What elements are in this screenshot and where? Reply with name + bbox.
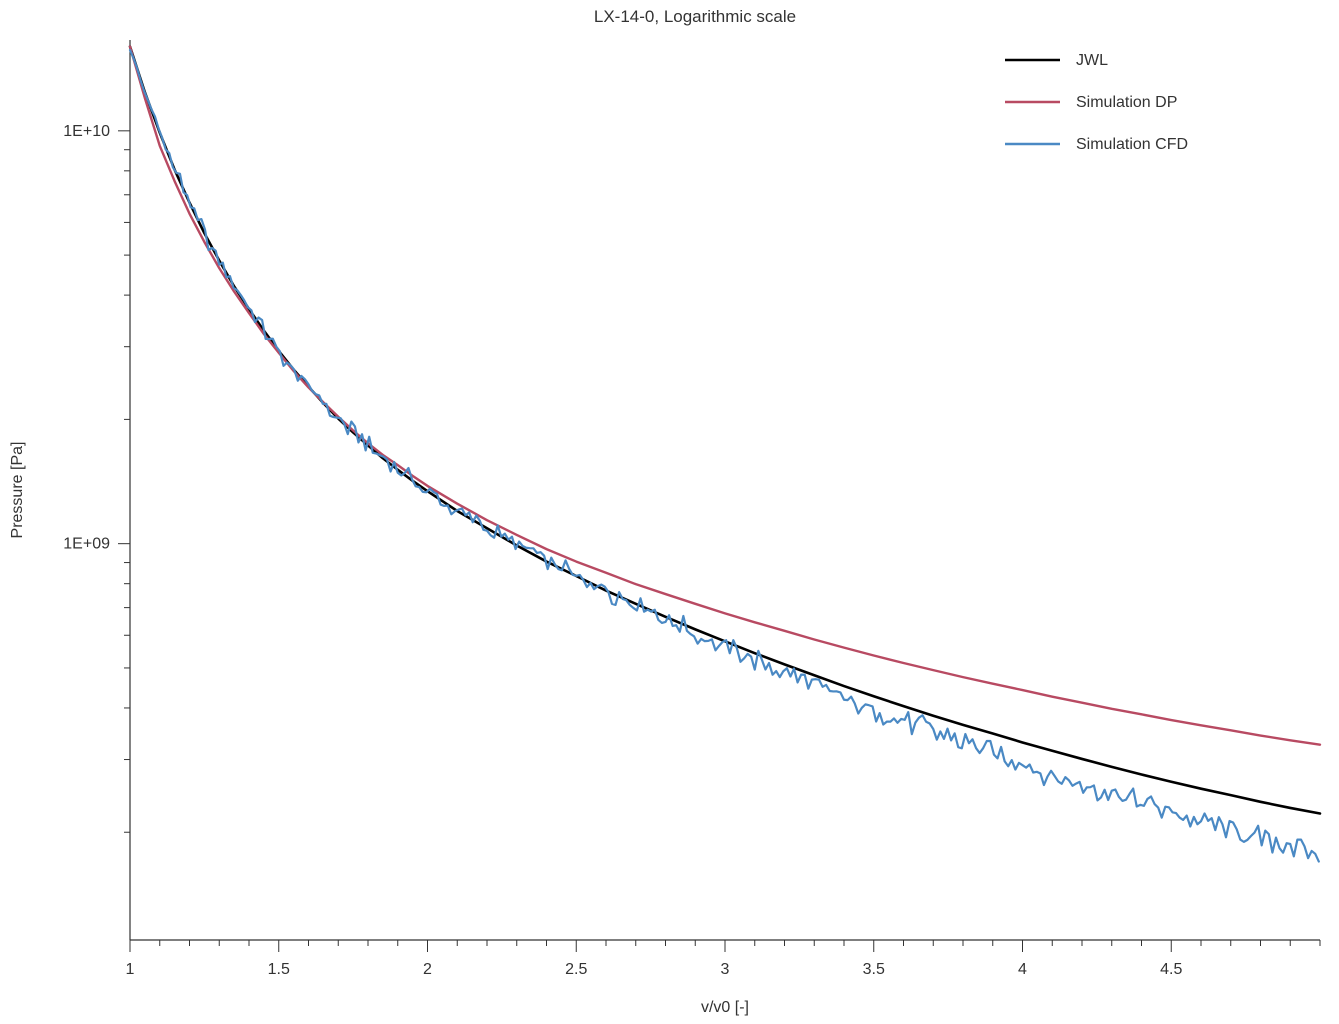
x-tick-label: 3.5 xyxy=(863,961,885,978)
chart-container: LX-14-0, Logarithmic scale Pressure [Pa]… xyxy=(0,0,1339,1024)
y-tick-label: 1E+09 xyxy=(63,536,110,553)
legend-label: Simulation DP xyxy=(1076,94,1177,111)
x-tick-label: 3 xyxy=(721,961,730,978)
x-tick-label: 4 xyxy=(1018,961,1027,978)
chart-title: LX-14-0, Logarithmic scale xyxy=(594,7,796,26)
series-group xyxy=(130,47,1320,862)
series-simulation-cfd xyxy=(130,50,1319,861)
x-tick-label: 2 xyxy=(423,961,432,978)
y-axis-label: Pressure [Pa] xyxy=(9,442,26,539)
y-tick-label: 1E+10 xyxy=(63,123,110,140)
axes: 1 1.5 2 2.5 3 3.5 4 4.5 1E+09 1E+10 xyxy=(63,40,1320,978)
legend: JWL Simulation DP Simulation CFD xyxy=(1005,52,1188,153)
legend-label: JWL xyxy=(1076,52,1108,69)
legend-label: Simulation CFD xyxy=(1076,136,1188,153)
x-tick-label: 2.5 xyxy=(565,961,587,978)
pressure-chart: LX-14-0, Logarithmic scale Pressure [Pa]… xyxy=(0,0,1339,1024)
series-jwl xyxy=(130,47,1320,814)
x-tick-label: 1.5 xyxy=(268,961,290,978)
x-tick-label: 1 xyxy=(126,961,135,978)
x-axis-label: v/v0 [-] xyxy=(701,999,749,1016)
x-tick-label: 4.5 xyxy=(1160,961,1182,978)
